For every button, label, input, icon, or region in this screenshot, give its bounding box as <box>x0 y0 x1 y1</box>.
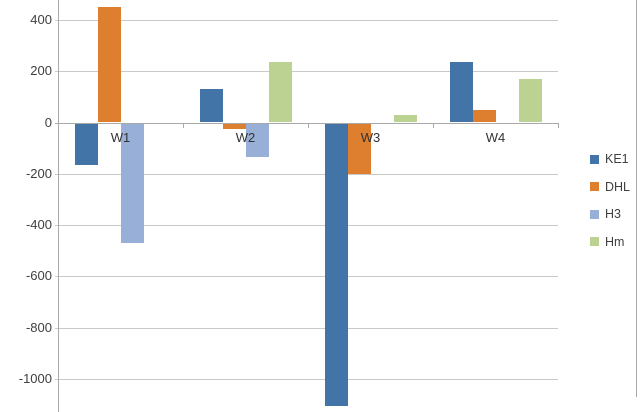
gridline <box>55 276 558 278</box>
gridline <box>55 71 558 73</box>
gridline <box>55 173 558 175</box>
bar-Hm-W3 <box>393 114 417 123</box>
bar-KE1-W2 <box>199 89 223 123</box>
gridline <box>55 19 558 21</box>
bar-DHL-W3 <box>347 123 371 174</box>
bar-Hm-W4 <box>518 78 542 123</box>
legend-label: H3 <box>605 207 621 221</box>
category-axis-tick <box>183 122 184 128</box>
bar-KE1-W3 <box>324 123 348 406</box>
bar-H3-W2 <box>245 123 269 157</box>
category-label: W3 <box>360 130 381 145</box>
category-label: W1 <box>110 130 131 145</box>
category-label: W4 <box>485 130 506 145</box>
y-axis-tick-label: -200 <box>25 165 52 181</box>
bar-DHL-W1 <box>97 7 121 123</box>
y-axis-tick-label: -1000 <box>18 371 52 386</box>
legend-swatch-icon <box>590 154 599 164</box>
y-axis-tick-label: -400 <box>25 217 52 233</box>
bar-KE1-W4 <box>449 62 473 123</box>
legend-label: KE1 <box>605 152 629 166</box>
bar-H3-W1 <box>120 123 144 243</box>
y-axis-tick-label: 200 <box>30 63 52 79</box>
y-axis-tick-label: -800 <box>25 319 52 335</box>
y-axis-tick-label: 0 <box>44 114 52 130</box>
legend-label: Hm <box>605 234 625 249</box>
legend-entry-DHL: DHL <box>590 180 630 194</box>
category-label: W2 <box>235 130 256 145</box>
y-axis-line <box>58 0 59 412</box>
legend-swatch-icon <box>590 237 599 246</box>
gridline <box>55 327 558 329</box>
legend-swatch-icon <box>590 182 599 191</box>
chart-right-border <box>636 0 637 397</box>
y-axis-tick-label: -600 <box>25 268 52 284</box>
legend-entry-H3: H3 <box>590 207 621 221</box>
category-axis-tick <box>58 122 59 128</box>
bar-KE1-W1 <box>74 123 98 165</box>
legend-swatch-icon <box>590 209 599 219</box>
category-axis-tick <box>433 122 434 128</box>
legend-entry-KE1: KE1 <box>590 152 629 166</box>
gridline <box>55 225 558 227</box>
bar-DHL-W2 <box>222 123 246 129</box>
y-axis-tick-label: 400 <box>30 11 52 27</box>
category-axis-tick <box>558 122 559 128</box>
category-axis-tick <box>308 122 309 128</box>
x-axis-zero-line <box>55 122 558 124</box>
bar-DHL-W4 <box>472 109 496 123</box>
bar-Hm-W2 <box>268 62 292 123</box>
legend-label: DHL <box>605 179 631 194</box>
legend-entry-Hm: Hm <box>590 235 624 249</box>
gridline <box>55 379 558 380</box>
